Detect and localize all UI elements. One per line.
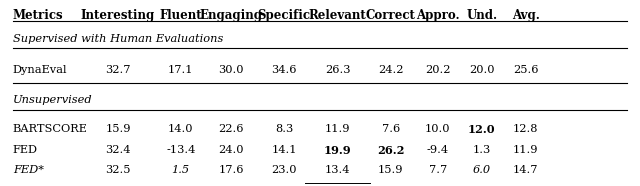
Text: 32.5: 32.5: [106, 165, 131, 175]
Text: 26.3: 26.3: [325, 65, 350, 75]
Text: 24.0: 24.0: [218, 145, 244, 155]
Text: 17.1: 17.1: [168, 65, 193, 75]
Text: 12.8: 12.8: [513, 124, 538, 134]
Text: Specific: Specific: [258, 9, 311, 22]
Text: 1.5: 1.5: [172, 165, 190, 175]
Text: 17.6: 17.6: [218, 165, 244, 175]
Text: 32.7: 32.7: [106, 65, 131, 75]
Text: 23.0: 23.0: [271, 165, 297, 175]
Text: 7.6: 7.6: [381, 124, 400, 134]
Text: Avg.: Avg.: [512, 9, 540, 22]
Text: 19.9: 19.9: [324, 145, 351, 156]
Text: 22.6: 22.6: [218, 124, 244, 134]
Text: Fluent: Fluent: [159, 9, 202, 22]
Text: Supervised with Human Evaluations: Supervised with Human Evaluations: [13, 34, 223, 44]
Text: 12.0: 12.0: [468, 124, 495, 135]
Text: -13.4: -13.4: [166, 145, 195, 155]
Text: FED*: FED*: [13, 165, 44, 175]
Text: -9.4: -9.4: [427, 145, 449, 155]
Text: 7.7: 7.7: [429, 165, 447, 175]
Text: 20.2: 20.2: [425, 65, 451, 75]
Text: 1.3: 1.3: [473, 145, 491, 155]
Text: Metrics: Metrics: [13, 9, 63, 22]
Text: 6.0: 6.0: [473, 165, 491, 175]
Text: 11.9: 11.9: [325, 124, 350, 134]
Text: Interesting: Interesting: [81, 9, 155, 22]
Text: 15.9: 15.9: [378, 165, 404, 175]
Text: 24.2: 24.2: [378, 65, 404, 75]
Text: 14.7: 14.7: [513, 165, 538, 175]
Text: Und.: Und.: [467, 9, 497, 22]
Text: 13.4: 13.4: [325, 165, 350, 175]
Text: 15.9: 15.9: [106, 124, 131, 134]
Text: Unsupervised: Unsupervised: [13, 95, 92, 105]
Text: 20.0: 20.0: [469, 65, 495, 75]
Text: 14.0: 14.0: [168, 124, 193, 134]
Text: 8.3: 8.3: [275, 124, 293, 134]
Text: 11.9: 11.9: [513, 145, 538, 155]
Text: BARTSCORE: BARTSCORE: [13, 124, 88, 134]
Text: Appro.: Appro.: [416, 9, 460, 22]
Text: 32.4: 32.4: [106, 145, 131, 155]
Text: DynaEval: DynaEval: [13, 65, 67, 75]
Text: Engaging: Engaging: [200, 9, 262, 22]
Text: 14.1: 14.1: [271, 145, 297, 155]
Text: FED: FED: [13, 145, 38, 155]
Text: 30.0: 30.0: [218, 65, 244, 75]
Text: Relevant: Relevant: [308, 9, 367, 22]
Text: 25.6: 25.6: [513, 65, 538, 75]
Text: 10.0: 10.0: [425, 124, 451, 134]
Text: 34.6: 34.6: [271, 65, 297, 75]
Text: 26.2: 26.2: [377, 145, 404, 156]
Text: Correct: Correct: [366, 9, 416, 22]
